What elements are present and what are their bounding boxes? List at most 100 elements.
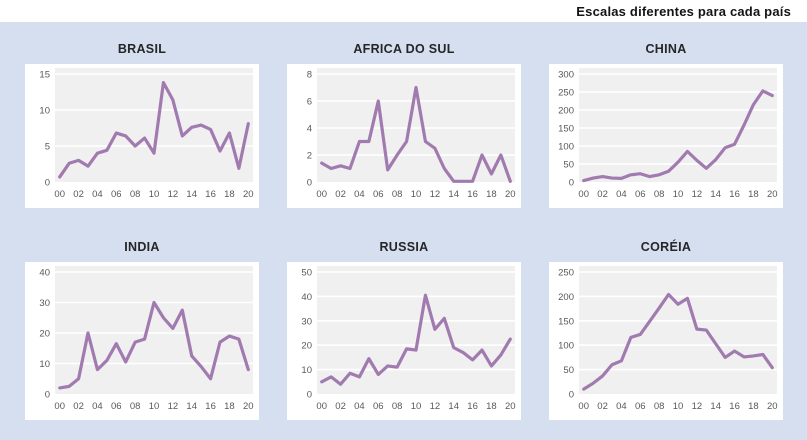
charts-grid: BRASIL 0 5 10 15 00 02 04 06 08 10 12 14 16 18 20 AFRI… (25, 34, 783, 420)
x-tick-label: 12 (692, 189, 703, 200)
y-tick-label: 200 (558, 106, 574, 117)
x-tick-label: 18 (486, 401, 497, 412)
y-tick-label: 40 (301, 292, 312, 303)
x-tick-label: 16 (205, 401, 216, 412)
data-line (320, 293, 512, 386)
x-tick-label: 04 (354, 189, 365, 200)
chart-title-africa-do-sul: AFRICA DO SUL (353, 42, 455, 56)
y-tick-label: 10 (39, 359, 50, 370)
chart-panel-coreia[interactable]: 0 50 100 150 200 250 00 02 04 06 08 10 12 14 16 18 20 (549, 262, 783, 420)
chart-panel-india[interactable]: 0 10 20 30 40 00 02 04 06 08 10 12 14 16 18 20 (25, 262, 259, 420)
line-chart-canvas: 0 5 10 15 00 02 04 06 08 10 12 14 16 18 20 (39, 68, 254, 200)
x-tick-label: 20 (243, 189, 254, 200)
x-tick-label: 06 (373, 189, 384, 200)
chart-panel-brasil[interactable]: 0 5 10 15 00 02 04 06 08 10 12 14 16 18 20 (25, 64, 259, 208)
x-tick-label: 08 (130, 189, 141, 200)
x-tick-label: 10 (149, 401, 160, 412)
data-line (320, 85, 512, 183)
chart-cell-coreia: CORÉIA 0 50 100 150 200 250 00 02 04 06 08 10 12 14 16… (549, 232, 783, 420)
y-tick-label: 50 (563, 365, 574, 376)
chart-panel-russia[interactable]: 0 10 20 30 40 50 00 02 04 06 08 10 12 14 16 18 20 (287, 262, 521, 420)
y-tick-label: 250 (558, 88, 574, 99)
x-tick-label: 12 (692, 401, 703, 412)
chart-title-india: INDIA (124, 240, 160, 254)
x-tick-label: 20 (767, 189, 778, 200)
x-tick-label: 06 (111, 401, 122, 412)
chart-title-brasil: BRASIL (117, 42, 167, 56)
x-tick-label: 04 (616, 189, 627, 200)
x-tick-label: 20 (243, 401, 254, 412)
line-chart-canvas: 0 50 100 150 200 250 300 00 02 04 06 08 10 12 14 16 18 20 (558, 68, 778, 200)
x-tick-label: 06 (635, 189, 646, 200)
y-tick-label: 20 (301, 341, 312, 352)
x-tick-label: 12 (168, 189, 179, 200)
x-tick-label: 14 (186, 401, 197, 412)
y-tick-label: 0 (307, 390, 312, 401)
x-tick-label: 16 (729, 401, 740, 412)
y-tick-label: 6 (307, 97, 312, 108)
y-tick-label: 30 (301, 316, 312, 327)
chart-cell-brasil: BRASIL 0 5 10 15 00 02 04 06 08 10 12 14 16 18 20 (25, 34, 259, 208)
x-tick-label: 10 (411, 189, 422, 200)
x-tick-label: 00 (578, 401, 589, 412)
y-tick-label: 300 (558, 70, 574, 81)
data-line (582, 292, 774, 391)
x-tick-label: 04 (92, 401, 103, 412)
y-tick-label: 0 (45, 390, 50, 401)
x-tick-label: 00 (316, 189, 327, 200)
chart-panel-africa-do-sul[interactable]: 0 2 4 6 8 00 02 04 06 08 10 12 14 16 18 20 (287, 64, 521, 208)
x-tick-label: 16 (467, 401, 478, 412)
x-tick-label: 20 (505, 189, 516, 200)
x-tick-label: 18 (748, 401, 759, 412)
chart-title-coreia: CORÉIA (640, 240, 692, 254)
y-tick-label: 250 (558, 268, 574, 279)
y-tick-label: 20 (39, 329, 50, 340)
x-tick-label: 02 (73, 189, 84, 200)
y-tick-label: 150 (558, 316, 574, 327)
data-line (58, 81, 250, 179)
x-tick-label: 10 (673, 401, 684, 412)
y-tick-label: 5 (45, 142, 50, 153)
y-tick-label: 0 (45, 178, 50, 189)
y-tick-label: 10 (39, 106, 50, 117)
y-tick-label: 40 (39, 268, 50, 279)
x-tick-label: 02 (597, 401, 608, 412)
x-tick-label: 16 (729, 189, 740, 200)
x-tick-label: 14 (710, 189, 721, 200)
x-tick-label: 04 (616, 401, 627, 412)
header-bar: Escalas diferentes para cada país (0, 0, 807, 22)
x-tick-label: 20 (767, 401, 778, 412)
y-tick-label: 15 (39, 70, 50, 81)
x-tick-label: 14 (448, 401, 459, 412)
x-tick-label: 02 (73, 401, 84, 412)
plot-area (579, 68, 777, 182)
x-tick-label: 18 (224, 401, 235, 412)
line-chart-canvas: 0 50 100 150 200 250 00 02 04 06 08 10 12 14 16 18 20 (558, 266, 778, 412)
chart-title-russia: RUSSIA (379, 240, 429, 254)
x-tick-label: 18 (486, 189, 497, 200)
y-tick-label: 100 (558, 142, 574, 153)
chart-panel-china[interactable]: 0 50 100 150 200 250 300 00 02 04 06 08 10 12 14 16 18 20 (549, 64, 783, 208)
x-tick-label: 00 (54, 189, 65, 200)
x-tick-label: 00 (578, 189, 589, 200)
chart-cell-africa-do-sul: AFRICA DO SUL 0 2 4 6 8 00 02 04 06 08 10 12 14 16 18 2… (287, 34, 521, 208)
line-chart-canvas: 0 10 20 30 40 50 00 02 04 06 08 10 12 14 16 18 20 (301, 266, 516, 412)
x-tick-label: 14 (186, 189, 197, 200)
y-tick-label: 0 (569, 390, 574, 401)
x-tick-label: 08 (130, 401, 141, 412)
x-tick-label: 08 (654, 401, 665, 412)
x-tick-label: 10 (149, 189, 160, 200)
y-tick-label: 2 (307, 151, 312, 162)
chart-cell-india: INDIA 0 10 20 30 40 00 02 04 06 08 10 12 14 16 18 20 (25, 232, 259, 420)
x-tick-label: 00 (54, 401, 65, 412)
y-tick-label: 30 (39, 298, 50, 309)
line-chart-canvas: 0 10 20 30 40 00 02 04 06 08 10 12 14 16 18 20 (39, 266, 254, 412)
y-tick-label: 8 (307, 70, 312, 81)
x-tick-label: 12 (430, 189, 441, 200)
x-tick-label: 04 (92, 189, 103, 200)
chart-title-china: CHINA (645, 42, 687, 56)
x-tick-label: 14 (448, 189, 459, 200)
x-tick-label: 16 (467, 189, 478, 200)
